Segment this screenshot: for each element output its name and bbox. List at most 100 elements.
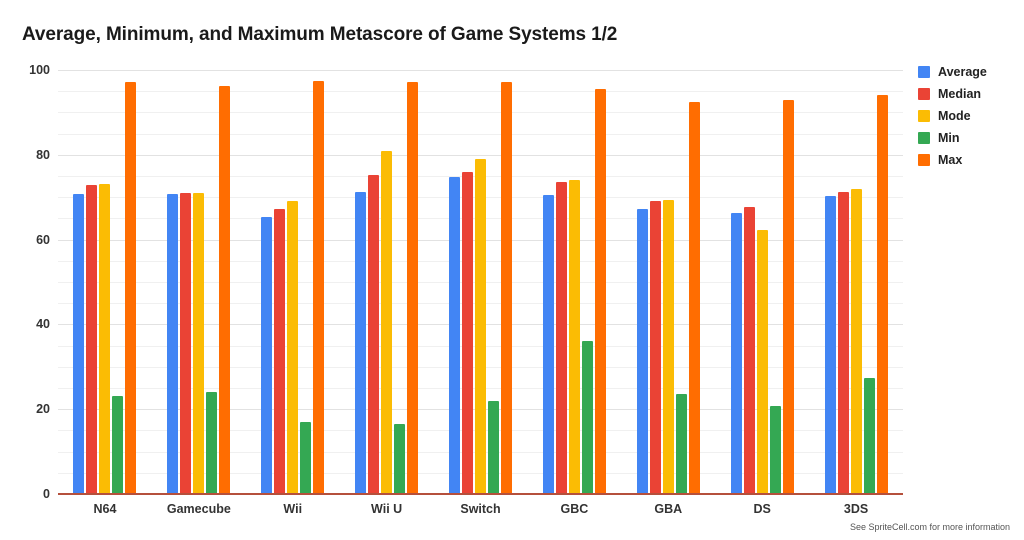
bar-mode-n64[interactable] xyxy=(99,184,111,494)
bar-min-gba[interactable] xyxy=(675,394,687,494)
bar-slot xyxy=(662,70,674,494)
bar-slot xyxy=(594,70,606,494)
y-axis-tick-label: 60 xyxy=(36,232,50,247)
x-axis-tick-label: GBA xyxy=(654,502,683,516)
bar-mode-wii-u[interactable] xyxy=(381,150,393,494)
bar-slot xyxy=(112,70,124,494)
bar-slot xyxy=(206,70,218,494)
bar-mode-switch[interactable] xyxy=(475,159,486,494)
bar-slot xyxy=(636,70,648,494)
bar-slot xyxy=(381,70,393,494)
bar-slot xyxy=(99,70,111,494)
bar-average-switch[interactable] xyxy=(449,176,460,494)
bar-slot xyxy=(368,70,380,494)
bar-group xyxy=(527,70,621,494)
bar-slot xyxy=(180,70,192,494)
bar-median-gamecube[interactable] xyxy=(180,192,192,494)
bar-slot xyxy=(756,70,768,494)
bar-median-wii-u[interactable] xyxy=(368,175,380,494)
bar-mode-3ds[interactable] xyxy=(850,188,862,494)
bar-min-gamecube[interactable] xyxy=(206,392,218,494)
bar-slot xyxy=(782,70,794,494)
gridline xyxy=(58,112,903,114)
y-axis: 100 80 60 40 20 0 xyxy=(0,63,50,501)
x-axis-baseline xyxy=(58,493,903,495)
bar-mode-gba[interactable] xyxy=(662,200,674,494)
bar-average-gamecube[interactable] xyxy=(167,193,179,494)
legend-item-label: Mode xyxy=(938,109,971,123)
bar-median-n64[interactable] xyxy=(86,184,98,494)
bar-average-gbc[interactable] xyxy=(542,195,554,494)
y-axis-tick-label: 20 xyxy=(36,402,50,417)
bar-max-n64[interactable] xyxy=(125,81,137,494)
legend-item-label: Min xyxy=(938,131,960,145)
bar-average-3ds[interactable] xyxy=(824,196,836,494)
legend-item-median[interactable]: Median xyxy=(918,83,1024,105)
bar-slot xyxy=(649,70,661,494)
bar-median-switch[interactable] xyxy=(462,171,473,494)
footer-note: See SpriteCell.com for more information xyxy=(849,522,1010,532)
bar-min-ds[interactable] xyxy=(769,406,781,494)
bar-max-wii[interactable] xyxy=(313,80,325,494)
bar-median-wii[interactable] xyxy=(274,208,286,494)
bar-mode-gamecube[interactable] xyxy=(193,192,205,494)
y-axis-tick-label: 40 xyxy=(36,317,50,332)
x-axis-tick-label: Wii U xyxy=(371,502,403,516)
legend-swatch-icon xyxy=(918,132,930,144)
bar-slot xyxy=(730,70,742,494)
bar-mode-ds[interactable] xyxy=(756,229,768,494)
bar-max-3ds[interactable] xyxy=(876,95,888,494)
bar-median-gba[interactable] xyxy=(649,201,661,494)
bar-slot xyxy=(688,70,700,494)
legend-item-max[interactable]: Max xyxy=(918,149,1024,171)
x-axis-tick-label: Gamecube xyxy=(166,502,231,516)
legend-item-min[interactable]: Min xyxy=(918,127,1024,149)
bar-median-ds[interactable] xyxy=(743,206,755,494)
bar-max-ds[interactable] xyxy=(782,99,794,494)
bar-slot xyxy=(86,70,98,494)
bar-median-3ds[interactable] xyxy=(837,191,849,494)
bar-min-n64[interactable] xyxy=(112,396,124,494)
bar-mode-gbc[interactable] xyxy=(568,180,580,494)
legend-item-mode[interactable]: Mode xyxy=(918,105,1024,127)
y-axis-tick-label: 80 xyxy=(36,147,50,162)
x-axis-tick-label: Switch xyxy=(460,502,501,516)
bar-slot xyxy=(300,70,312,494)
bar-average-gba[interactable] xyxy=(636,208,648,494)
legend-item-average[interactable]: Average xyxy=(918,61,1024,83)
bar-group xyxy=(621,70,715,494)
bar-min-switch[interactable] xyxy=(488,400,499,494)
bar-slot xyxy=(675,70,687,494)
bar-max-gamecube[interactable] xyxy=(219,85,231,494)
legend-swatch-icon xyxy=(918,66,930,78)
bar-group xyxy=(152,70,246,494)
bar-min-3ds[interactable] xyxy=(863,378,875,494)
bar-slot xyxy=(542,70,554,494)
bar-average-wii[interactable] xyxy=(261,217,273,494)
bar-max-gba[interactable] xyxy=(688,101,700,494)
bar-slot xyxy=(125,70,137,494)
bar-min-gbc[interactable] xyxy=(581,341,593,494)
bar-max-wii-u[interactable] xyxy=(407,81,419,494)
x-axis-tick-label: Wii xyxy=(283,502,303,516)
bar-mode-wii[interactable] xyxy=(287,201,299,494)
bar-slot xyxy=(850,70,862,494)
bar-slot xyxy=(863,70,875,494)
bar-slot xyxy=(261,70,273,494)
bar-slot xyxy=(568,70,580,494)
bar-average-wii-u[interactable] xyxy=(355,191,367,494)
bar-max-gbc[interactable] xyxy=(594,88,606,494)
bar-median-gbc[interactable] xyxy=(555,182,567,494)
x-axis-tick-label: N64 xyxy=(93,502,117,516)
bar-average-n64[interactable] xyxy=(73,193,85,494)
gridline xyxy=(58,133,903,135)
bar-min-wii[interactable] xyxy=(300,421,312,494)
bar-max-switch[interactable] xyxy=(501,81,512,494)
bar-slot xyxy=(449,70,460,494)
bar-slot xyxy=(837,70,849,494)
bar-group xyxy=(58,70,152,494)
bar-min-wii-u[interactable] xyxy=(394,424,406,494)
legend-swatch-icon xyxy=(918,110,930,122)
bar-average-ds[interactable] xyxy=(730,212,742,494)
